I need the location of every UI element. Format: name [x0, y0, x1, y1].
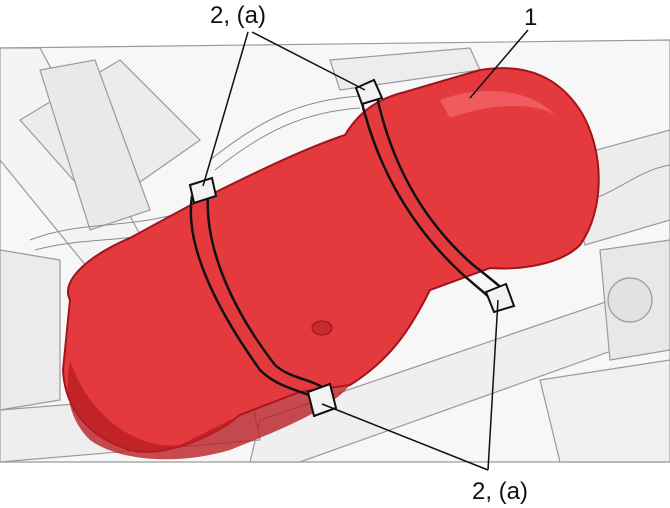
- strap-left-outer: [189, 195, 323, 404]
- bracket-bottom-left: [306, 382, 338, 418]
- leader-tank: [469, 29, 529, 99]
- strap-left-inner: [206, 193, 331, 393]
- fuel-tank: [61, 67, 600, 460]
- leader-bottom-to-left-bracket: [321, 403, 489, 471]
- leader-bottom-to-right-bracket: [487, 299, 499, 471]
- fuel-tank-straps: [189, 91, 511, 404]
- leader-top-to-left-bracket: [202, 31, 249, 187]
- bracket-top-right: [354, 78, 384, 106]
- callout-strap-top: 2, (a): [210, 2, 267, 29]
- fuel-tank-shadow: [67, 360, 351, 460]
- callout-strap-bottom: 2, (a): [472, 478, 529, 505]
- strap-right-inner: [374, 91, 511, 298]
- strap-brackets: [188, 78, 516, 418]
- strap-right-outer: [358, 94, 497, 306]
- leader-lines: [202, 29, 529, 471]
- fuel-tank-boss: [311, 320, 333, 336]
- fuel-tank-highlight: [440, 91, 555, 118]
- bracket-bottom-right: [484, 282, 516, 314]
- callout-fuel-tank: 1: [524, 4, 538, 31]
- leader-top-to-right-bracket: [251, 31, 366, 91]
